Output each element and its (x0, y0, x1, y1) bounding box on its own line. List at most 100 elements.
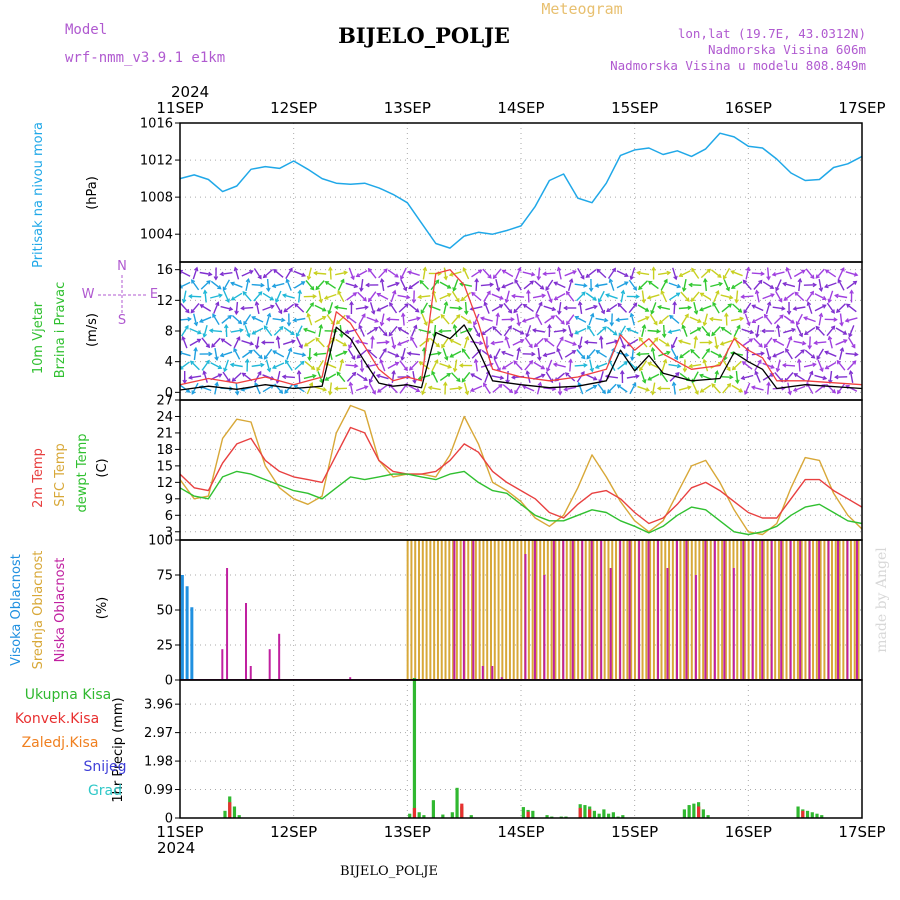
wind-arrow-head (489, 282, 495, 287)
wind-arrow (731, 281, 743, 289)
date-label-bottom: 11SEP (156, 823, 203, 841)
wind-arrow-head (685, 297, 690, 302)
wind-arrow-head (452, 287, 457, 292)
y-tick-label: 2.97 (144, 726, 173, 741)
wind-arrow-head (473, 358, 479, 364)
wind-arrow-head (566, 320, 571, 326)
precip-bar (692, 803, 696, 818)
wind-arrow (231, 372, 242, 382)
wind-arrow-head (630, 356, 635, 362)
wind-arrow-head (251, 330, 256, 335)
wind-arrow-head (205, 343, 211, 349)
wind-arrow (668, 363, 681, 368)
wind-arrow-head (243, 320, 248, 326)
wind-arrow-head (207, 271, 213, 277)
wind-arrow-head (511, 375, 516, 380)
wind-arrow (713, 290, 720, 303)
wind-arrow-head (528, 343, 533, 349)
wind-arrow-head (608, 278, 614, 283)
wind-arrow-head (636, 351, 641, 357)
wind-arrow-head (470, 373, 475, 378)
wind-arrow-head (543, 338, 549, 343)
wind-arrow (630, 267, 636, 280)
precip-bar (450, 812, 454, 818)
wind-arrow-head (525, 333, 530, 338)
wind-arrow (814, 304, 827, 312)
wind-arrow (516, 347, 520, 361)
wind-arrow (704, 278, 707, 292)
y-tick-label: 18 (156, 443, 173, 458)
wind-arrow-head (688, 363, 693, 369)
wind-arrow (567, 325, 573, 337)
wind-arrow (282, 294, 295, 299)
wind-arrow (693, 336, 697, 349)
wind-arrow-head (358, 324, 363, 330)
wind-arrow-head (313, 352, 318, 357)
wind-arrow-head (339, 333, 344, 339)
t2m-axis-label: 2m Temp (31, 448, 46, 508)
wind-arrow-head (687, 385, 692, 390)
wind-arrow-head (501, 350, 506, 356)
wind-arrow (381, 278, 385, 292)
model-name: wrf-nmm_v3.9.1 e1km (65, 50, 225, 66)
wind-arrow-head (400, 356, 405, 361)
wind-arrow (251, 316, 264, 323)
wind-arrow-head (361, 313, 366, 318)
wind-arrow (346, 292, 357, 301)
wind-arrow (398, 303, 409, 313)
wind-arrow-head (363, 385, 369, 390)
wind-arrow (596, 350, 607, 358)
wind-arrow (689, 316, 702, 323)
wind-arrow (804, 327, 816, 335)
wind-arrow (345, 364, 358, 367)
wind-arrow-head (530, 271, 536, 277)
wind-arrow (818, 278, 823, 292)
wind-arrow-head (572, 270, 577, 275)
wind-arrow (274, 383, 283, 394)
wind-arrow-head (443, 275, 448, 281)
wind-arrow (461, 348, 471, 360)
wind-arrow-head (581, 291, 586, 296)
wind-arrow (366, 327, 378, 335)
date-label-top: 14SEP (497, 99, 544, 117)
wind-arrow-head (188, 294, 193, 299)
wind-arrow (741, 295, 754, 298)
wind-arrow-head (271, 364, 277, 369)
wind-arrow-head (694, 390, 699, 396)
wind-arrow-head (770, 364, 775, 369)
wind-arrow (314, 272, 327, 275)
wind-arrow (701, 325, 710, 337)
wind-arrow-head (328, 266, 333, 271)
date-label-bottom: 13SEP (384, 823, 431, 841)
wind-arrow-head (725, 286, 730, 292)
wind-arrow-head (827, 298, 832, 304)
wind-arrow-head (818, 312, 824, 318)
wind-arrow-head (731, 366, 737, 371)
wind-arrow-head (440, 314, 445, 319)
date-label-top: 12SEP (270, 99, 317, 117)
wind-arrow-head (404, 303, 409, 308)
wind-arrow-head (851, 344, 856, 349)
wind-arrow (783, 364, 796, 367)
wind-arrow (689, 327, 701, 335)
wind-arrow (617, 303, 628, 313)
wind-arrow-head (352, 292, 358, 297)
wind-arrow (471, 292, 482, 301)
wind-arrow-head (492, 274, 498, 280)
wind-arrow (796, 313, 803, 326)
wind-arrow-head (531, 351, 536, 357)
wind-arrow (251, 283, 264, 287)
wind-arrow-head (728, 295, 734, 300)
wind-arrow-head (376, 307, 381, 312)
wind-arrow (512, 339, 524, 346)
y-tick-label: 25 (156, 639, 173, 654)
wind-arrow-head (322, 387, 328, 392)
wind-arrow-head (374, 318, 379, 323)
y-tick-label: 0 (165, 674, 173, 689)
wind-arrow (772, 271, 785, 276)
wind-arrow-head (313, 270, 318, 276)
wind-arrow (710, 318, 723, 321)
wind-arrow (720, 339, 733, 346)
wind-arrow (357, 291, 367, 302)
wind-arrow (772, 306, 785, 310)
